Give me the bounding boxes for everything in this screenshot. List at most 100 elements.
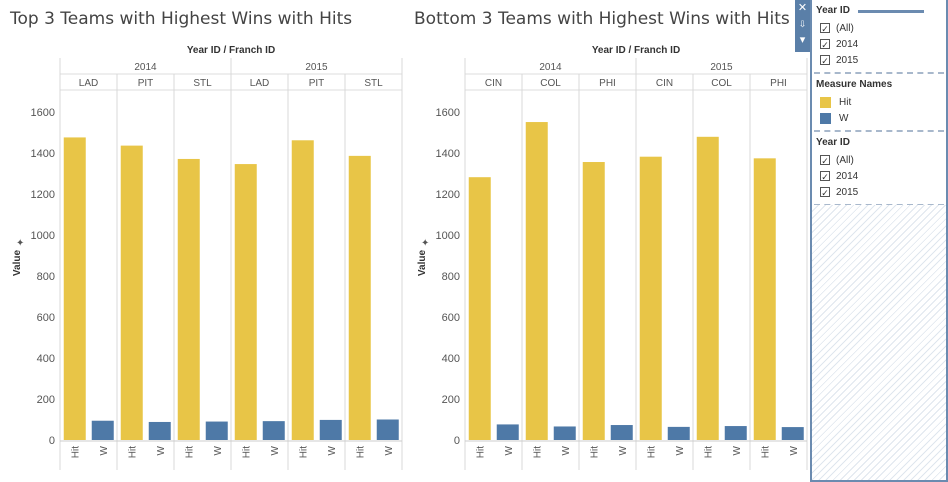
pin-icon: ✦: [421, 238, 429, 249]
y-tick-label: 200: [37, 394, 55, 406]
divider: [814, 130, 944, 132]
empty-hatched-area: [812, 205, 946, 480]
measure-axis-label: W: [384, 445, 395, 455]
measure-axis-label: Hit: [589, 446, 600, 458]
checkbox-icon[interactable]: ✓: [820, 39, 830, 50]
legend-item-hit[interactable]: Hit: [812, 94, 946, 110]
option-label: 2014: [836, 170, 859, 182]
filter-option-all[interactable]: ✓ (All): [812, 20, 946, 36]
w-bar: [781, 427, 804, 440]
checkbox-icon[interactable]: ✓: [820, 155, 830, 166]
hit-bar: [753, 158, 776, 440]
hit-bar: [639, 156, 662, 440]
filter-option-2015[interactable]: ✓ 2015: [812, 52, 946, 68]
year-header-label: 2014: [539, 62, 562, 73]
y-tick-label: 1000: [31, 230, 55, 242]
filter-option-2014[interactable]: ✓ 2014: [812, 36, 946, 52]
chevron-down-icon[interactable]: ▾: [799, 34, 806, 46]
w-bar: [667, 426, 690, 440]
measure-axis-label: Hit: [184, 446, 195, 458]
team-header-label: STL: [364, 78, 383, 89]
right-chart-title: Bottom 3 Teams with Highest Wins with Hi…: [414, 9, 790, 29]
legend-panel: Year ID ✓ (All) ✓ 2014 ✓ 2015 Measure Names…: [810, 0, 948, 482]
measure-axis-label: W: [675, 445, 686, 455]
year-filter-1: Year ID ✓ (All) ✓ 2014 ✓ 2015: [812, 0, 946, 72]
team-header-label: PHI: [599, 78, 616, 89]
measure-axis-label: W: [618, 445, 629, 455]
close-icon[interactable]: ✕: [797, 2, 808, 14]
option-label: (All): [836, 154, 854, 166]
w-bar: [262, 421, 285, 440]
w-bar: [610, 425, 633, 440]
y-tick-label: 1400: [31, 148, 55, 160]
y-tick-label: 1400: [436, 148, 460, 160]
team-header-label: CIN: [485, 78, 502, 89]
checkbox-icon[interactable]: ✓: [820, 171, 830, 182]
y-tick-label: 600: [442, 312, 460, 324]
hit-bar: [468, 177, 491, 440]
y-tick-label: 1200: [436, 189, 460, 201]
hit-bar: [120, 145, 143, 440]
team-header-label: LAD: [250, 78, 269, 89]
hit-bar: [348, 155, 371, 440]
divider: [814, 72, 944, 74]
hit-bar: [234, 164, 257, 440]
hit-swatch: [820, 96, 831, 108]
measure-axis-label: Hit: [703, 446, 714, 458]
y-tick-label: 0: [454, 435, 460, 447]
legend-item-w[interactable]: W: [812, 110, 946, 126]
checkbox-icon[interactable]: ✓: [820, 23, 830, 34]
measure-axis-label: Hit: [298, 446, 309, 458]
w-bar: [148, 421, 171, 440]
year-header-label: 2015: [305, 62, 328, 73]
header-title: Year ID / Franch ID: [592, 45, 680, 56]
checkbox-icon[interactable]: ✓: [820, 55, 830, 66]
option-label: 2015: [836, 186, 859, 198]
hit-bar: [696, 136, 719, 440]
pin-icon: ✦: [16, 238, 24, 249]
team-header-label: LAD: [79, 78, 98, 89]
measure-axis-label: W: [99, 445, 110, 455]
team-header-label: PIT: [309, 78, 325, 89]
measure-axis-label: W: [561, 445, 572, 455]
year-header-label: 2014: [134, 62, 157, 73]
y-tick-label: 800: [442, 271, 460, 283]
w-bar: [553, 426, 576, 440]
measure-names-legend: Measure Names Hit W: [812, 74, 946, 130]
legend-label: W: [839, 112, 849, 124]
y-axis-label: Value: [417, 250, 428, 277]
measure-axis-label: W: [504, 445, 515, 455]
measure-axis-label: Hit: [760, 446, 771, 458]
hit-bar: [525, 122, 548, 441]
team-header-label: STL: [193, 78, 212, 89]
measure-names-title: Measure Names: [816, 79, 893, 90]
hit-bar: [582, 162, 605, 440]
year-header-label: 2015: [710, 62, 733, 73]
option-label: (All): [836, 22, 854, 34]
y-tick-label: 400: [37, 353, 55, 365]
checkbox-icon[interactable]: ✓: [820, 187, 830, 198]
y-tick-label: 400: [442, 353, 460, 365]
filter-option-2015[interactable]: ✓ 2015: [812, 184, 946, 200]
year-filter-2: Year ID ✓ (All) ✓ 2014 ✓ 2015: [812, 132, 946, 204]
measure-axis-label: Hit: [646, 446, 657, 458]
panel-resize-handle[interactable]: [858, 4, 924, 13]
team-header-label: PHI: [770, 78, 787, 89]
year-filter-2-title: Year ID: [816, 137, 850, 148]
y-tick-label: 200: [442, 394, 460, 406]
measure-axis-label: Hit: [127, 446, 138, 458]
hit-bar: [177, 158, 200, 440]
y-tick-label: 1200: [31, 189, 55, 201]
w-bar: [496, 424, 519, 440]
measure-axis-label: W: [789, 445, 800, 455]
legend-label: Hit: [839, 96, 852, 108]
y-tick-label: 0: [49, 435, 55, 447]
filter-option-all[interactable]: ✓ (All): [812, 152, 946, 168]
y-tick-label: 1600: [31, 107, 55, 119]
measure-axis-label: W: [732, 445, 743, 455]
right-chart: Year ID / Franch ID 2014 2015 CIN COL PHI CIN C…: [417, 45, 808, 470]
team-header-label: COL: [711, 78, 732, 89]
pin-icon[interactable]: ⇩: [798, 19, 807, 29]
filter-option-2014[interactable]: ✓ 2014: [812, 168, 946, 184]
y-axis-label: Value: [12, 250, 23, 277]
